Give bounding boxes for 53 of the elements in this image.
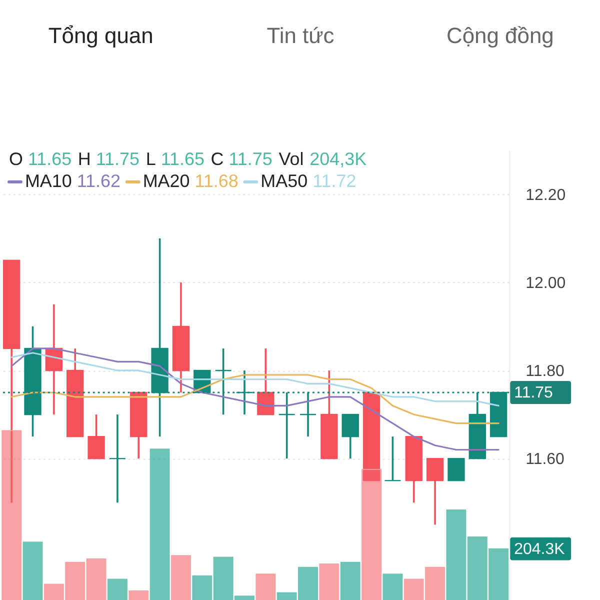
text: Cộng đồng (446, 22, 554, 48)
y-tick-label: 12.00 (526, 274, 566, 292)
bar (298, 566, 318, 600)
legend-label: MA20 (142, 170, 190, 191)
line-series (10, 374, 500, 424)
bar (213, 556, 234, 600)
bar (256, 574, 276, 600)
bar (150, 448, 170, 600)
text: Tổng quan (48, 22, 154, 48)
candlestick (299, 392, 317, 438)
bar (65, 562, 86, 600)
candlestick (278, 392, 296, 460)
candlestick (236, 370, 254, 416)
bar (22, 542, 43, 600)
candlestick (426, 458, 444, 526)
candlestick (384, 436, 402, 482)
bar (382, 574, 403, 600)
bar (446, 509, 466, 600)
bar (488, 548, 509, 600)
candlestick (108, 414, 126, 504)
ref-line-label: 11.75 (514, 384, 554, 402)
bar (425, 566, 446, 600)
candlestick (257, 348, 274, 416)
candlestick (214, 348, 232, 416)
legend-label: MA10 (24, 170, 72, 191)
bar (170, 555, 191, 600)
text: 204.3K (514, 540, 566, 558)
bar (319, 564, 340, 600)
line-series (10, 348, 500, 451)
annotation: 11.62 (76, 170, 121, 191)
bar (340, 562, 360, 600)
bar (404, 578, 424, 600)
bar (86, 558, 106, 600)
bar (362, 468, 382, 600)
text: Tin tức (266, 22, 334, 48)
candlestick (88, 414, 105, 460)
bar (192, 575, 212, 600)
legend-label: MA50 (260, 170, 308, 191)
bar (467, 536, 488, 600)
candlestick (448, 458, 465, 482)
annotation: 11.68 (194, 170, 238, 191)
bar (128, 590, 149, 600)
bar (107, 578, 128, 600)
bar (2, 430, 22, 600)
bar (44, 584, 64, 600)
y-tick-label: 11.80 (526, 362, 565, 380)
annotation: 11.72 (312, 170, 356, 191)
y-tick-label: 11.60 (526, 451, 565, 468)
candlestick (342, 414, 359, 460)
y-tick-label: 12.20 (526, 186, 566, 204)
bar (276, 592, 297, 600)
text: O 11.65 H 11.75 L 11.65 C 11.75 Vol 204,3K (8, 148, 367, 169)
bar (234, 596, 254, 600)
